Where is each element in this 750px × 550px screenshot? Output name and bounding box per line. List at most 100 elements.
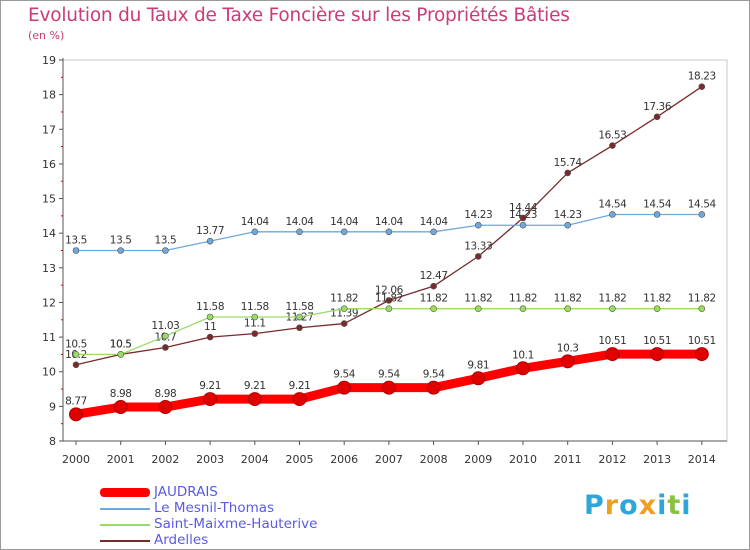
data-label: 8.77 [65,395,87,407]
x-tick-label: 2004 [241,453,269,466]
data-point [609,305,616,312]
data-label: 14.04 [241,216,270,228]
logo-letter: P [584,490,605,521]
data-label: 14.04 [420,216,449,228]
data-label: 11.82 [420,293,448,305]
logo-letter: x [638,490,658,521]
legend-label: Le Mesnil-Thomas [154,500,275,516]
logo-letter: t [667,490,682,521]
data-label: 10.3 [557,342,579,354]
x-tick-label: 2009 [464,453,492,466]
logo-letter: i [681,490,692,521]
data-label: 14.23 [554,209,582,221]
data-label: 13.5 [65,235,87,247]
data-point [385,297,393,304]
legend-swatch [100,524,150,526]
y-tick-label: 18 [42,89,56,102]
data-point [609,142,616,149]
data-label: 12.06 [375,284,404,296]
data-label: 11.82 [375,293,403,305]
legend-item: JAUDRAIS [100,484,360,500]
data-label: 10.51 [688,335,716,347]
y-tick-label: 11 [42,331,56,344]
data-point [162,247,169,254]
data-point [72,361,80,369]
data-point [426,380,441,395]
data-label: 11.82 [598,293,626,305]
data-point [564,169,572,177]
legend-item: Ardelles [100,532,360,548]
data-point [519,221,527,229]
data-label: 16.53 [598,130,626,142]
data-point [113,400,128,415]
data-point [69,407,83,422]
data-label: 11.58 [196,301,224,313]
data-point [474,305,482,312]
data-point [430,282,437,290]
data-point [251,313,259,321]
x-tick-label: 2001 [107,453,135,466]
data-label: 11.1 [244,318,266,330]
data-point [519,305,527,312]
chart-legend: JAUDRAIS Le Mesnil-Thomas Saint-Maixme-Hau… [100,484,360,548]
data-label: 9.54 [378,369,400,381]
x-tick-label: 2003 [196,453,224,466]
data-label: 8.98 [155,388,177,400]
legend-item: Le Mesnil-Thomas [100,500,360,516]
data-label: 11 [204,321,217,333]
data-point [162,344,169,351]
x-tick-label: 2012 [598,453,626,466]
data-label: 18.23 [688,71,716,83]
legend-label: Ardelles [154,532,209,548]
data-point [474,221,482,229]
data-point [385,305,393,312]
y-tick-label: 12 [42,296,56,309]
data-point [206,333,214,341]
x-tick-label: 2014 [688,453,716,466]
data-point [251,228,259,236]
y-tick-label: 14 [42,227,56,240]
data-point [158,400,173,415]
data-point [117,247,124,254]
logo-letter: r [604,490,620,521]
data-point [605,347,620,362]
data-label: 9.81 [467,359,489,371]
data-label: 12.47 [420,270,448,282]
data-point [340,228,348,236]
y-tick-label: 13 [42,262,56,275]
data-label: 13.33 [464,240,492,252]
data-point [340,305,348,312]
x-tick-label: 2007 [375,453,403,466]
data-label: 14.04 [285,216,314,228]
logo-letter: o [619,490,639,521]
legend-swatch [100,488,150,497]
data-point [650,347,665,362]
data-label: 9.54 [333,369,355,381]
x-tick-label: 2008 [420,453,448,466]
data-point [698,305,706,312]
data-label: 10.1 [512,349,534,361]
data-label: 13.5 [155,235,177,247]
data-label: 10.5 [110,338,132,350]
data-point [653,211,661,218]
data-point [694,347,709,362]
data-point [72,351,80,358]
y-tick-label: 16 [42,158,56,171]
data-point [292,392,307,407]
y-tick-label: 9 [49,400,56,413]
x-tick-label: 2002 [151,453,179,466]
data-point [72,247,80,254]
data-label: 11.58 [241,301,269,313]
data-point [337,380,352,395]
legend-label: JAUDRAIS [154,484,218,500]
data-label: 10.5 [65,338,87,350]
data-point [653,305,661,312]
data-point [698,83,706,90]
y-tick-label: 15 [42,193,56,206]
data-label: 10.51 [598,335,626,347]
data-label: 8.98 [110,388,132,400]
data-label: 11.82 [509,293,537,305]
y-tick-label: 10 [42,366,56,379]
data-point [564,221,572,229]
